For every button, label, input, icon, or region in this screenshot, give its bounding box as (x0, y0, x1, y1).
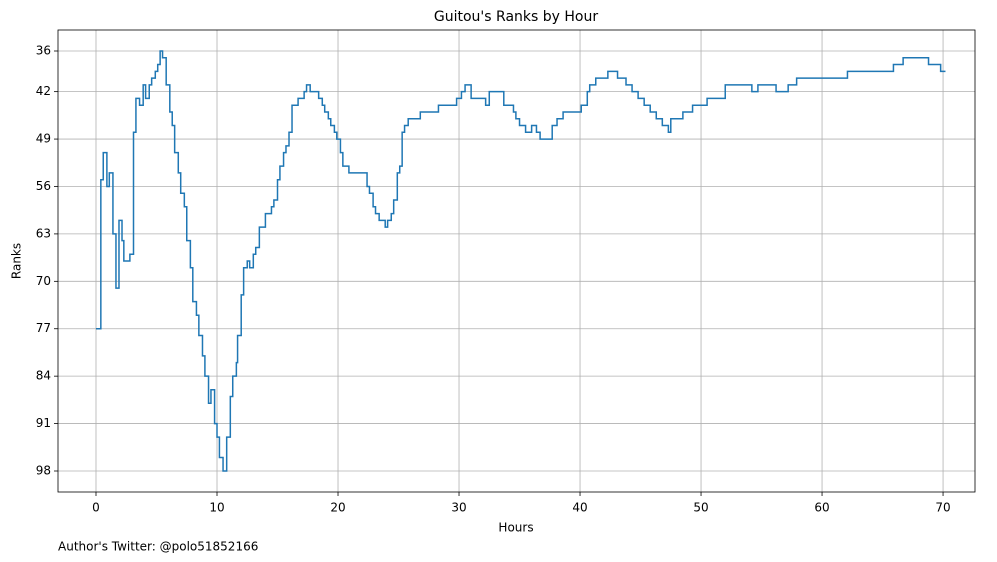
y-tick-label: 36 (36, 44, 51, 58)
y-tick-label: 98 (36, 464, 51, 478)
chart-title: Guitou's Ranks by Hour (434, 9, 598, 25)
y-tick-label: 63 (36, 226, 51, 240)
y-tick-label: 84 (36, 369, 51, 383)
y-tick-label: 42 (36, 84, 51, 98)
y-tick-label: 49 (36, 132, 51, 146)
x-tick-label: 50 (693, 501, 708, 515)
x-tick-label: 60 (814, 501, 829, 515)
x-tick-label: 40 (572, 501, 587, 515)
rank-line (95, 50, 946, 472)
y-tick-label: 70 (36, 274, 51, 288)
y-axis-label: Ranks (10, 243, 24, 279)
x-tick-label: 20 (330, 501, 345, 515)
y-tick-label: 56 (36, 179, 51, 193)
x-tick-label: 0 (92, 501, 100, 515)
plot-area (58, 30, 975, 492)
x-tick-label: 30 (451, 501, 466, 515)
axes-frame (57, 29, 976, 493)
y-tick-label: 91 (36, 416, 51, 430)
annotation: Author's Twitter: @polo51852166 (58, 540, 258, 554)
x-axis-label: Hours (498, 521, 533, 535)
x-tick-label: 10 (209, 501, 224, 515)
x-tick-label: 70 (935, 501, 950, 515)
y-tick-label: 77 (36, 321, 51, 335)
